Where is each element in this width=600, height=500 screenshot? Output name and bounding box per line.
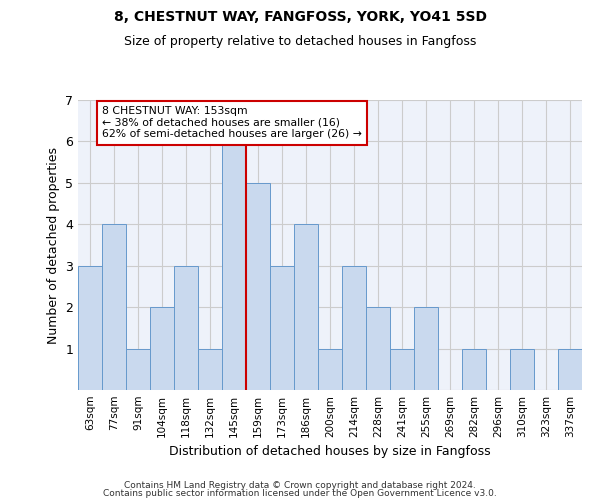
Bar — [126, 348, 150, 390]
Text: Contains HM Land Registry data © Crown copyright and database right 2024.: Contains HM Land Registry data © Crown c… — [124, 481, 476, 490]
Text: 8, CHESTNUT WAY, FANGFOSS, YORK, YO41 5SD: 8, CHESTNUT WAY, FANGFOSS, YORK, YO41 5S… — [113, 10, 487, 24]
Bar — [510, 348, 534, 390]
Bar — [366, 307, 390, 390]
Text: Size of property relative to detached houses in Fangfoss: Size of property relative to detached ho… — [124, 35, 476, 48]
Bar — [558, 348, 582, 390]
Bar — [102, 224, 126, 390]
Bar — [246, 183, 270, 390]
Bar — [78, 266, 102, 390]
Bar — [198, 348, 222, 390]
X-axis label: Distribution of detached houses by size in Fangfoss: Distribution of detached houses by size … — [169, 446, 491, 458]
Text: 8 CHESTNUT WAY: 153sqm
← 38% of detached houses are smaller (16)
62% of semi-det: 8 CHESTNUT WAY: 153sqm ← 38% of detached… — [102, 106, 362, 140]
Bar — [270, 266, 294, 390]
Bar — [462, 348, 486, 390]
Bar — [294, 224, 318, 390]
Bar — [174, 266, 198, 390]
Bar — [318, 348, 342, 390]
Bar — [342, 266, 366, 390]
Bar — [414, 307, 438, 390]
Bar — [390, 348, 414, 390]
Bar — [150, 307, 174, 390]
Text: Contains public sector information licensed under the Open Government Licence v3: Contains public sector information licen… — [103, 488, 497, 498]
Bar — [222, 142, 246, 390]
Y-axis label: Number of detached properties: Number of detached properties — [47, 146, 59, 344]
